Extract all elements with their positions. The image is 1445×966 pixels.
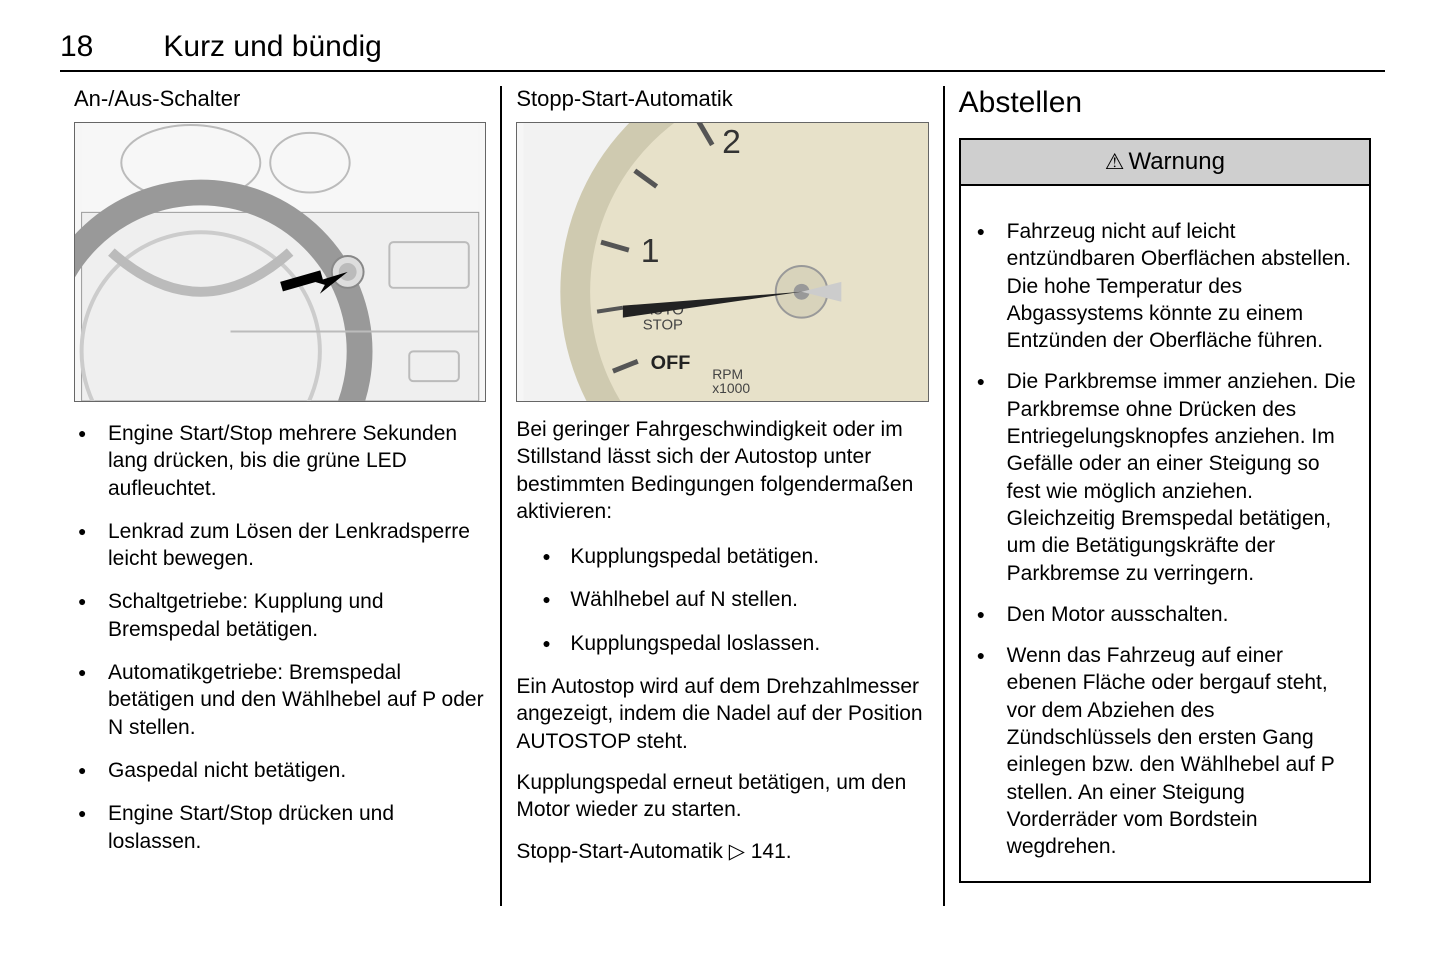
list-item: Engine Start/Stop mehrere Sekunden lang … (74, 420, 486, 502)
list-item: Wenn das Fahrzeug auf einer ebenen Fläch… (973, 642, 1357, 860)
list-item: Wählhebel auf N stellen. (516, 586, 928, 613)
col3-section-title: Abstellen (959, 86, 1371, 120)
col2-intro: Bei geringer Fahrgeschwindigkeit oder im… (516, 416, 928, 525)
list-item: Automatikgetriebe: Bremspedal betätigen … (74, 659, 486, 741)
svg-text:STOP: STOP (643, 318, 683, 334)
list-item: Lenkrad zum Lösen der Lenkradsperre leic… (74, 518, 486, 573)
warning-bullet-list: Fahrzeug nicht auf leicht entzündbaren O… (973, 218, 1357, 861)
list-item: Die Parkbremse immer anziehen. Die Parkb… (973, 368, 1357, 586)
list-item: Fahrzeug nicht auf leicht entzündbaren O… (973, 218, 1357, 354)
col2-subhead: Stopp-Start-Automatik (516, 86, 928, 112)
dashboard-illustration (75, 123, 485, 401)
figure-start-stop-button (74, 122, 486, 402)
warning-header: ⚠Warnung (961, 140, 1369, 186)
col2-para2: Kupplungspedal erneut betätigen, um den … (516, 769, 928, 824)
list-item: Gaspedal nicht betätigen. (74, 757, 486, 784)
list-item: Den Motor ausschalten. (973, 601, 1357, 628)
chapter-title: Kurz und bündig (163, 30, 382, 64)
column-1: An-/Aus-Schalter (60, 86, 500, 906)
gauge-label-1: 1 (641, 232, 660, 270)
col2-para1: Ein Autostop wird auf dem Drehzahlmesser… (516, 673, 928, 755)
col1-bullet-list: Engine Start/Stop mehrere Sekunden lang … (74, 420, 486, 855)
list-item: Kupplungspedal loslassen. (516, 630, 928, 657)
column-2: Stopp-Start-Automatik 1 (500, 86, 942, 906)
warning-box: ⚠Warnung Fahrzeug nicht auf leicht entzü… (959, 138, 1371, 883)
page: 18 Kurz und bündig An-/Aus-Schalter (0, 0, 1445, 966)
page-ref-icon: ▷ (729, 838, 745, 865)
list-item: Engine Start/Stop drücken und loslassen. (74, 800, 486, 855)
col2-sub-bullet-list: Kupplungspedal betätigen. Wählhebel auf … (516, 543, 928, 657)
warning-triangle-icon: ⚠ (1105, 149, 1125, 174)
warning-label: Warnung (1128, 148, 1225, 175)
warning-body: Fahrzeug nicht auf leicht entzündbaren O… (961, 186, 1369, 881)
figure-tachometer: 1 2 AUTO STOP OFF RPM x1000 (516, 122, 928, 402)
content-columns: An-/Aus-Schalter (60, 86, 1385, 906)
crossref-page: 141. (751, 840, 792, 863)
gauge-label-off: OFF (651, 352, 691, 374)
column-3: Abstellen ⚠Warnung Fahrzeug nicht auf le… (943, 86, 1385, 906)
crossref-text: Stopp-Start-Automatik (516, 840, 728, 863)
list-item: Schaltgetriebe: Kupplung und Bremspedal … (74, 588, 486, 643)
col2-crossref: Stopp-Start-Automatik ▷ 141. (516, 838, 928, 865)
gauge-label-2: 2 (722, 123, 741, 161)
svg-text:x1000: x1000 (713, 380, 751, 396)
page-number: 18 (60, 30, 93, 64)
tachometer-illustration: 1 2 AUTO STOP OFF RPM x1000 (517, 123, 927, 401)
page-header: 18 Kurz und bündig (60, 30, 1385, 72)
col1-subhead: An-/Aus-Schalter (74, 86, 486, 112)
list-item: Kupplungspedal betätigen. (516, 543, 928, 570)
